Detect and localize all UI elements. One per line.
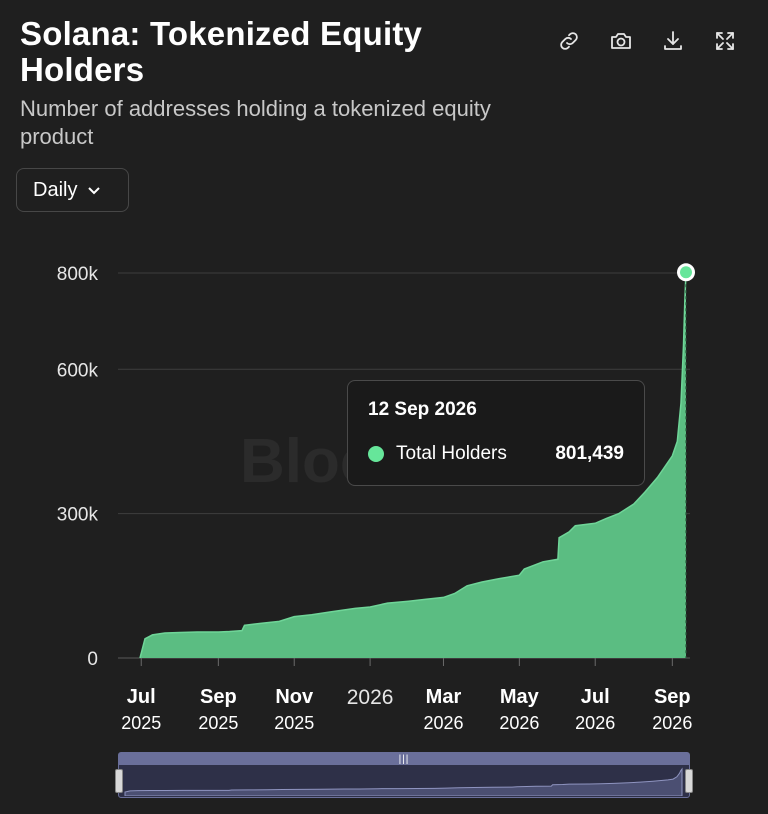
hover-point[interactable] [680, 266, 692, 279]
navigator-series-area [124, 767, 683, 796]
y-tick-label: 600k [57, 360, 99, 381]
x-tick-label-year: 2026 [499, 713, 539, 733]
download-button[interactable] [658, 26, 688, 56]
tooltip-value: 801,439 [555, 443, 624, 464]
tooltip-date: 12 Sep 2026 [368, 399, 477, 420]
x-tick-label-month: Jul [127, 686, 156, 708]
chevron-down-icon [88, 187, 101, 195]
series-line-total-holders [139, 272, 687, 659]
expand-icon [716, 32, 734, 50]
x-tick-label-year: 2026 [347, 686, 394, 709]
y-tick-label: 800k [57, 264, 99, 285]
camera-icon [611, 33, 631, 49]
x-tick-label-year: 2025 [198, 713, 238, 733]
navigator-left-handle[interactable] [115, 769, 123, 793]
x-tick-label-month: Mar [426, 686, 462, 708]
link-button[interactable] [554, 26, 584, 56]
x-tick-label-month: Sep [200, 686, 237, 708]
y-tick-label: 0 [87, 649, 98, 670]
series-area-total-holders [140, 272, 686, 658]
x-tick-label-year: 2026 [652, 713, 692, 733]
x-tick-label-month: Jul [581, 686, 610, 708]
navigator-right-handle[interactable] [685, 769, 693, 793]
download-icon [664, 31, 682, 50]
navigator-mini-chart [124, 767, 683, 796]
toolbar [554, 26, 740, 56]
x-tick-label-month: Nov [275, 686, 314, 708]
navigator-grip-icon[interactable]: ||| [119, 753, 689, 765]
chart-subtitle: Number of addresses holding a tokenized … [20, 96, 491, 149]
screenshot-button[interactable] [606, 26, 636, 56]
x-tick-label-year: 2025 [121, 713, 161, 733]
tooltip-row: Total Holders 801,439 [368, 443, 624, 465]
range-navigator[interactable]: ||| [115, 752, 693, 798]
x-tick-label-month: May [500, 686, 540, 708]
interval-dropdown[interactable]: Daily [16, 168, 129, 212]
x-tick-label-month: Sep [654, 686, 691, 708]
interval-selected: Daily [33, 178, 78, 201]
tooltip-series-label: Total Holders [396, 443, 507, 464]
y-tick-label: 300k [57, 505, 99, 526]
chart-tooltip: 12 Sep 2026 Total Holders 801,439 [347, 380, 645, 486]
x-tick-label-year: 2026 [575, 713, 615, 733]
x-tick-label-year: 2025 [274, 713, 314, 733]
link-icon [560, 32, 578, 50]
x-tick-label-year: 2026 [423, 713, 463, 733]
chart-title: Solana: Tokenized Equity Holders [20, 15, 423, 88]
series-marker-icon [368, 446, 384, 462]
fullscreen-button[interactable] [710, 26, 740, 56]
